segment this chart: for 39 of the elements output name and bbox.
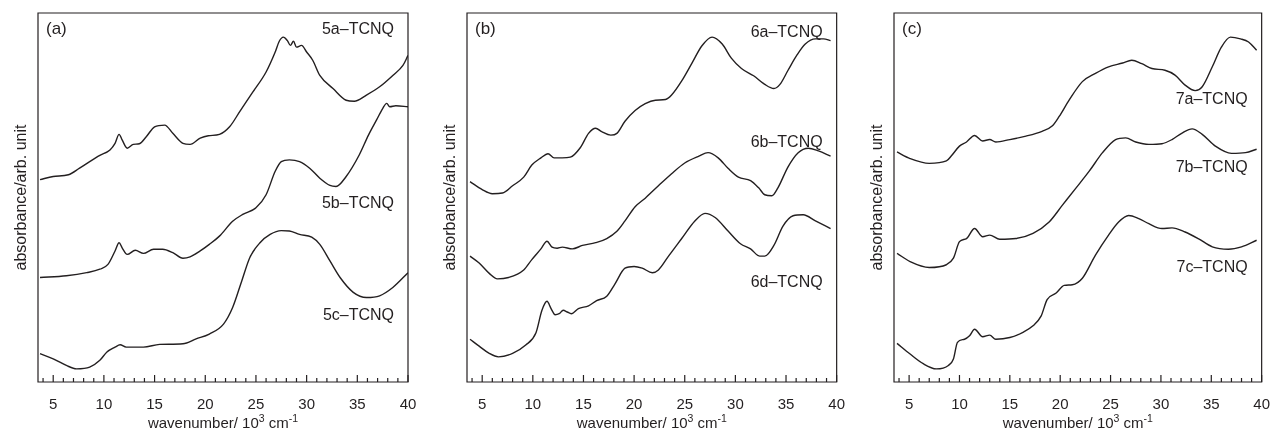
x-tick-label: 25 <box>1102 395 1119 413</box>
x-tick-label: 15 <box>1001 395 1019 413</box>
annotation: (c) <box>902 19 922 39</box>
x-tick-label: 25 <box>247 395 265 413</box>
series-label: 6a–TCNQ <box>750 23 823 41</box>
x-tick-label: 10 <box>95 395 113 413</box>
series-label: 6b–TCNQ <box>750 132 823 150</box>
x-tick-label: 20 <box>196 395 214 413</box>
x-tick-label: 30 <box>727 395 744 413</box>
x-tick-label: 15 <box>146 395 163 413</box>
x-tick-label: 40 <box>828 395 845 413</box>
x-tick-label: 40 <box>399 395 417 413</box>
series-label: 5b–TCNQ <box>321 193 394 211</box>
x-tick-label: 20 <box>625 395 643 413</box>
x-tick-label: 5 <box>904 395 914 413</box>
x-tick-label: 35 <box>1202 395 1220 413</box>
series-label: 7b–TCNQ <box>1175 158 1248 176</box>
series-label: 5a–TCNQ <box>321 20 394 38</box>
series-label: 5c–TCNQ <box>322 305 394 323</box>
x-tick-label: 25 <box>676 395 694 413</box>
y-axis-title: absorbance/arb. unit <box>441 124 458 271</box>
annotation: (a) <box>46 19 67 39</box>
x-tick-label: 40 <box>1253 395 1270 413</box>
series-label: 7a–TCNQ <box>1175 90 1248 108</box>
x-tick-label: 30 <box>298 395 315 413</box>
x-tick-label: 35 <box>348 395 366 413</box>
series-label: 7c–TCNQ <box>1176 258 1248 276</box>
x-tick-label: 10 <box>951 395 968 413</box>
x-tick-label: 10 <box>524 395 542 413</box>
x-tick-label: 30 <box>1152 395 1170 413</box>
y-axis-title: absorbance/arb. unit <box>12 124 29 271</box>
x-tick-label: 5 <box>49 395 58 413</box>
x-tick-label: 35 <box>777 395 795 413</box>
annotation: (b) <box>475 19 496 39</box>
x-tick-label: 5 <box>478 395 487 413</box>
x-tick-label: 20 <box>1051 395 1069 413</box>
y-axis-title: absorbance/arb. unit <box>868 124 885 271</box>
series-label: 6d–TCNQ <box>750 272 823 290</box>
x-tick-label: 15 <box>575 395 592 413</box>
